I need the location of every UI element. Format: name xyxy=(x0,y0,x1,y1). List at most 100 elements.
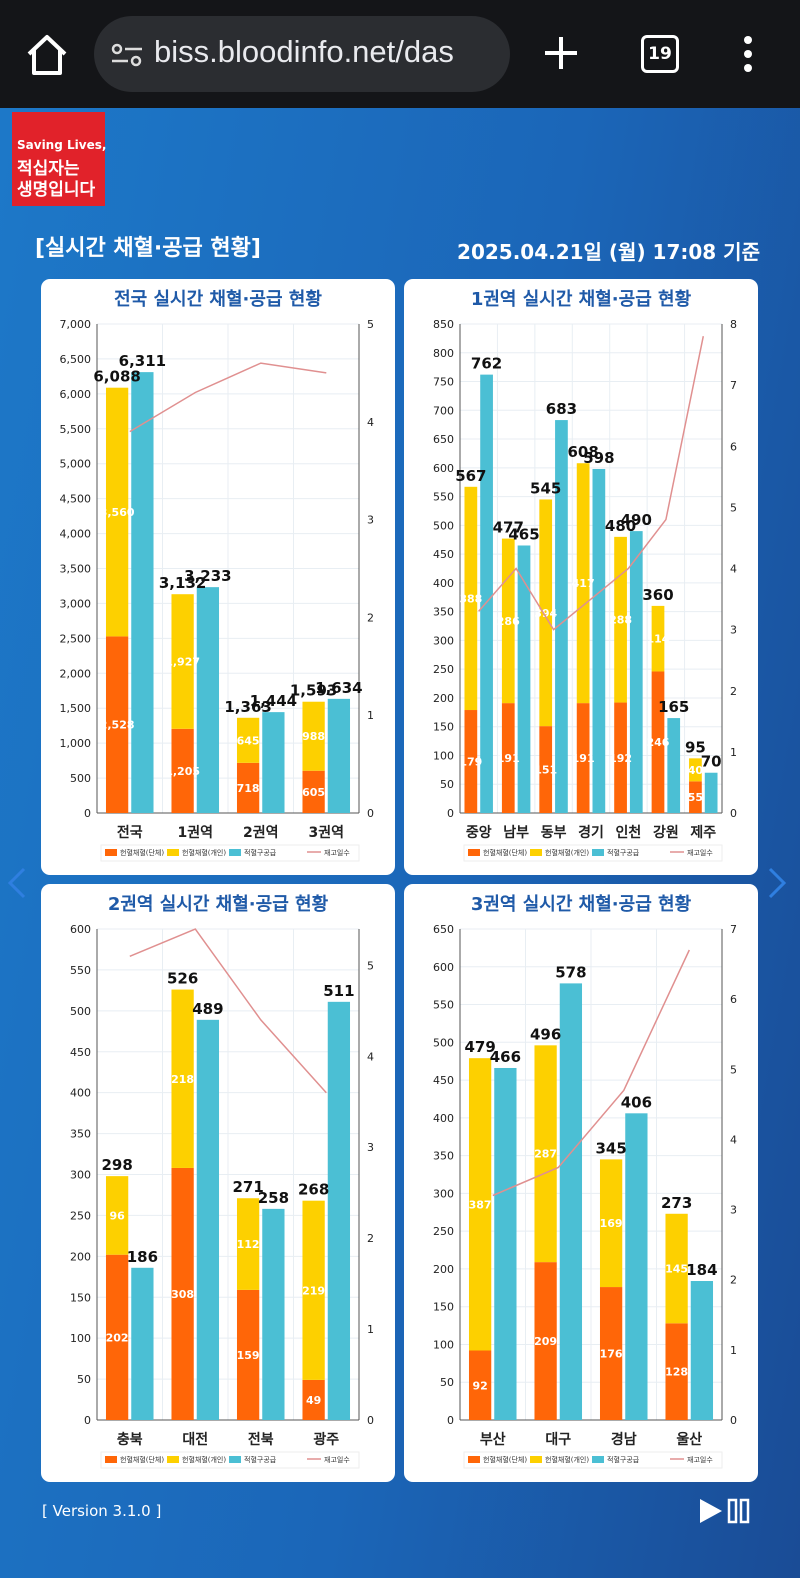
data-label-supply: 258 xyxy=(258,1189,289,1207)
y-tick-label: 200 xyxy=(70,1250,91,1263)
bar-group-collection xyxy=(302,770,325,813)
data-label-personal: 3,560 xyxy=(100,506,135,519)
x-tick-label: 부산 xyxy=(480,1431,506,1448)
bar-supply xyxy=(667,718,681,813)
home-icon[interactable] xyxy=(22,30,72,80)
data-label-group: 55 xyxy=(688,791,703,804)
data-label-group: 202 xyxy=(106,1331,129,1344)
plus-icon[interactable] xyxy=(538,30,584,76)
y2-tick-label: 0 xyxy=(730,1414,737,1427)
legend-label: 재고일수 xyxy=(687,1455,713,1464)
legend-swatch xyxy=(592,849,604,856)
data-label-group: 92 xyxy=(472,1379,487,1392)
chart-card-region1: 1권역 실시간 채혈·공급 현황 0 50 100 150 200 250 300 350 400… xyxy=(404,279,758,875)
bar-supply xyxy=(704,772,718,813)
y-tick-label: 400 xyxy=(433,577,454,590)
y2-tick-label: 7 xyxy=(730,379,737,392)
bar-group-collection xyxy=(665,1323,688,1420)
data-label-collection-total: 496 xyxy=(530,1025,561,1043)
data-label-group: 718 xyxy=(237,782,260,795)
data-label-group: 191 xyxy=(572,752,595,765)
data-label-collection-total: 273 xyxy=(661,1194,692,1212)
bar-personal-collection xyxy=(464,486,478,711)
tabs-icon[interactable]: 19 xyxy=(641,35,679,73)
data-label-collection-total: 567 xyxy=(455,467,486,485)
data-label-collection-total: 6,088 xyxy=(93,368,140,386)
y2-tick-label: 6 xyxy=(730,993,737,1006)
y-tick-label: 150 xyxy=(433,1301,454,1314)
bar-supply xyxy=(517,545,531,813)
data-label-personal: 417 xyxy=(572,577,595,590)
y2-tick-label: 8 xyxy=(730,318,737,331)
y-tick-label: 1,500 xyxy=(60,702,92,715)
data-label-personal: 96 xyxy=(109,1209,125,1222)
chart-region2: 2권역 실시간 채혈·공급 현황050100150200250300350400… xyxy=(70,893,374,1469)
y2-tick-label: 1 xyxy=(367,709,374,722)
chart-title: 3권역 실시간 채혈·공급 현황 xyxy=(471,893,692,915)
y2-tick-label: 3 xyxy=(367,514,374,527)
y2-tick-label: 5 xyxy=(730,1063,737,1076)
y-tick-label: 250 xyxy=(433,663,454,676)
more-icon[interactable] xyxy=(740,34,756,74)
legend-swatch xyxy=(105,1456,117,1463)
legend-swatch xyxy=(592,1456,604,1463)
y-tick-label: 600 xyxy=(70,923,91,936)
data-label-personal: 287 xyxy=(534,1148,557,1161)
bar-group-collection xyxy=(534,1262,557,1420)
y2-tick-label: 2 xyxy=(730,1274,737,1287)
url-text[interactable]: biss.bloodinfo.net/das xyxy=(154,34,454,69)
x-tick-label: 동부 xyxy=(541,825,567,841)
previous-arrow-icon[interactable] xyxy=(6,866,28,900)
data-label-supply: 3,233 xyxy=(184,567,231,585)
legend-label: 헌혈채혈(단체) xyxy=(483,848,527,857)
data-label-collection-total: 545 xyxy=(530,479,561,497)
chart-title: 2권역 실시간 채혈·공급 현황 xyxy=(108,893,329,915)
data-label-group: 192 xyxy=(609,752,632,765)
bar-supply xyxy=(629,531,643,813)
data-label-supply: 683 xyxy=(546,400,577,418)
data-label-personal: 288 xyxy=(609,614,632,627)
data-label-group: 159 xyxy=(237,1349,260,1362)
bar-supply xyxy=(196,587,220,813)
y-tick-label: 0 xyxy=(447,807,454,820)
legend-label: 헌혈채혈(개인) xyxy=(182,848,226,857)
chart-national: 전국 실시간 채혈·공급 현황 0 500 1,000 1,500 2,000 2,500 3… xyxy=(60,288,374,862)
y-tick-label: 0 xyxy=(447,1414,454,1427)
bar-personal-collection xyxy=(501,538,515,704)
bar-personal-collection xyxy=(534,1045,557,1263)
x-tick-label: 경기 xyxy=(578,824,604,841)
y-tick-label: 250 xyxy=(433,1225,454,1238)
data-label-personal: 169 xyxy=(600,1217,623,1230)
bar-supply xyxy=(327,1001,351,1420)
play-pause-icon[interactable] xyxy=(700,1498,752,1524)
data-label-collection-total: 1,363 xyxy=(224,698,271,716)
y-tick-label: 400 xyxy=(433,1112,454,1125)
legend-label: 적혈구공급 xyxy=(607,1455,640,1464)
data-label-supply: 186 xyxy=(127,1248,158,1266)
address-bar[interactable]: biss.bloodinfo.net/das xyxy=(94,16,510,92)
y2-tick-label: 6 xyxy=(730,440,737,453)
x-tick-label: 대구 xyxy=(545,1432,571,1448)
timestamp: 2025.04.21일 (월) 17:08 기준 xyxy=(457,240,760,264)
bar-personal-collection xyxy=(665,1213,688,1324)
x-tick-label: 인천 xyxy=(616,824,642,841)
legend-box xyxy=(463,844,723,862)
y-tick-label: 350 xyxy=(433,606,454,619)
bar-group-collection xyxy=(539,726,553,813)
data-label-personal: 387 xyxy=(469,1198,492,1211)
bar-personal-collection xyxy=(105,1176,129,1255)
y-tick-label: 5,500 xyxy=(60,423,92,436)
y2-tick-label: 1 xyxy=(730,1344,737,1357)
legend-label: 헌혈채혈(단체) xyxy=(483,1455,527,1464)
legend-label: 헌혈채혈(개인) xyxy=(545,848,589,857)
next-arrow-icon[interactable] xyxy=(766,866,788,900)
data-label-supply: 489 xyxy=(192,1000,223,1018)
y-tick-label: 300 xyxy=(433,1187,454,1200)
series-line-stock-days xyxy=(129,362,327,433)
x-tick-label: 전국 xyxy=(117,824,143,841)
data-label-collection-total: 608 xyxy=(567,443,598,461)
red-cross-logo: Saving Lives, 적십자는 생명입니다 xyxy=(12,112,106,206)
y-tick-label: 200 xyxy=(433,1263,454,1276)
site-settings-icon[interactable] xyxy=(110,40,144,70)
data-label-group: 179 xyxy=(459,756,482,769)
